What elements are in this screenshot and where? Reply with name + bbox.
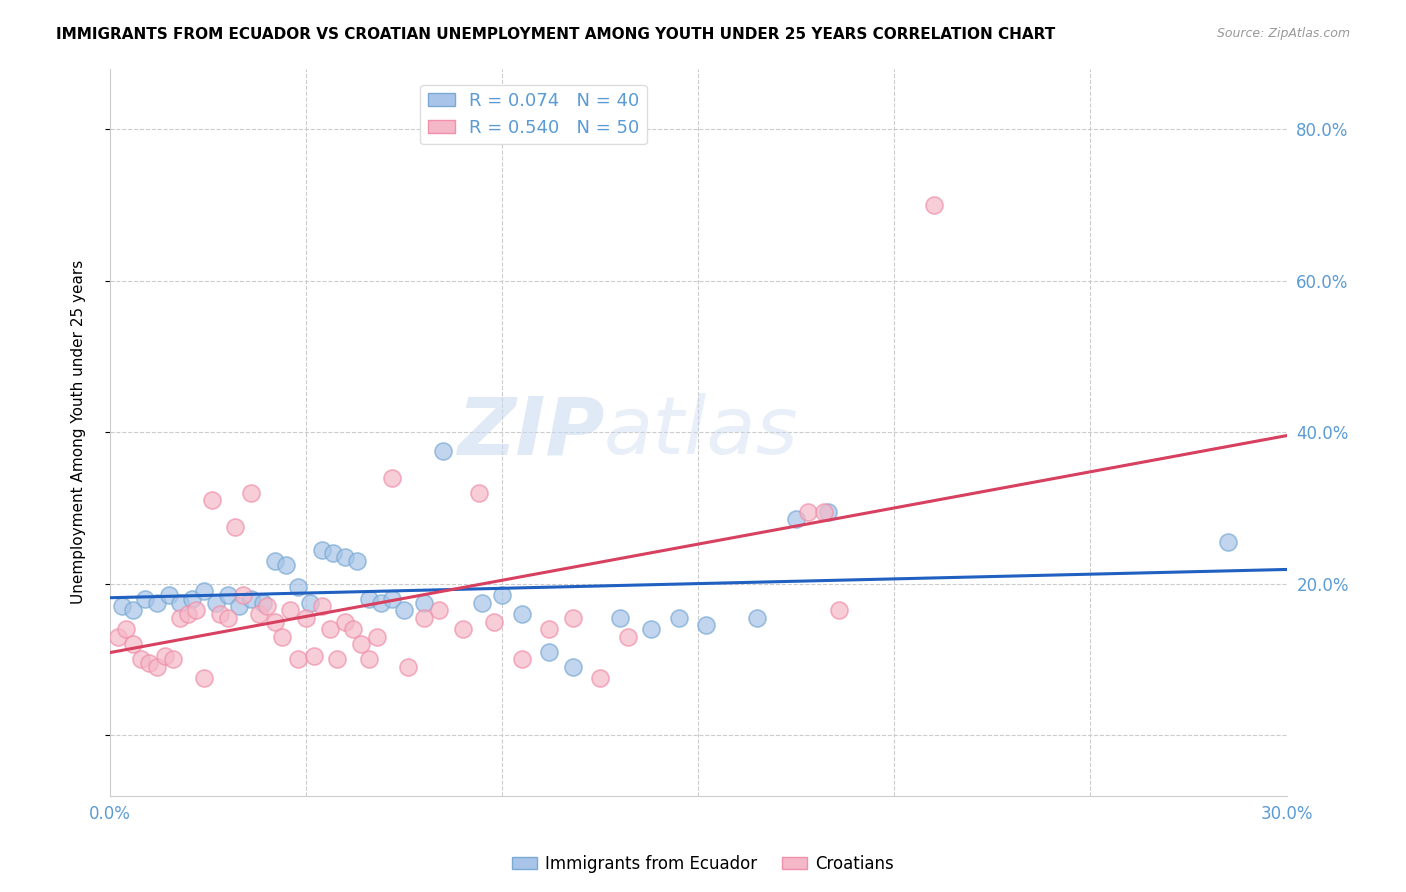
Y-axis label: Unemployment Among Youth under 25 years: Unemployment Among Youth under 25 years [72,260,86,604]
Point [110,599,132,614]
Point [538,622,561,636]
Point [122,637,145,651]
Point [484,615,506,629]
Point [295,611,318,625]
Text: atlas: atlas [605,393,799,471]
Point [247,607,270,621]
Point [298,596,321,610]
Point [335,615,357,629]
Point [510,607,533,621]
Point [228,599,250,614]
Point [432,444,454,458]
Point [616,630,638,644]
Point [122,603,145,617]
Point [451,622,474,636]
Point [589,671,612,685]
Point [538,645,561,659]
Point [491,588,513,602]
Point [427,603,450,617]
Point [370,596,392,610]
Point [318,622,340,636]
Text: ZIP: ZIP [457,393,605,471]
Point [138,656,160,670]
Point [311,599,333,614]
Point [357,591,380,606]
Point [668,611,690,625]
Legend: Immigrants from Ecuador, Croatians: Immigrants from Ecuador, Croatians [505,848,901,880]
Point [217,588,239,602]
Point [224,520,246,534]
Point [186,603,208,617]
Point [471,596,494,610]
Point [107,630,129,644]
Point [287,581,309,595]
Point [561,660,583,674]
Point [396,660,419,674]
Point [201,493,224,508]
Point [114,622,136,636]
Point [217,611,239,625]
Point [208,607,231,621]
Text: Source: ZipAtlas.com: Source: ZipAtlas.com [1216,27,1350,40]
Point [745,611,768,625]
Point [366,630,388,644]
Point [204,596,226,610]
Point [695,618,717,632]
Point [256,599,278,614]
Point [129,652,152,666]
Point [232,588,254,602]
Point [181,591,204,606]
Point [263,554,285,568]
Point [381,470,404,484]
Point [813,505,835,519]
Point [193,584,215,599]
Point [263,615,285,629]
Point [169,611,191,625]
Point [357,652,380,666]
Point [146,596,169,610]
Point [797,505,820,519]
Point [287,652,309,666]
Point [1216,535,1239,549]
Point [177,607,200,621]
Point [412,611,434,625]
Text: IMMIGRANTS FROM ECUADOR VS CROATIAN UNEMPLOYMENT AMONG YOUTH UNDER 25 YEARS CORR: IMMIGRANTS FROM ECUADOR VS CROATIAN UNEM… [56,27,1056,42]
Point [240,485,263,500]
Point [311,542,333,557]
Point [817,505,839,519]
Point [134,591,156,606]
Point [350,637,373,651]
Point [157,588,180,602]
Point [169,596,191,610]
Point [342,622,364,636]
Point [381,591,404,606]
Point [609,611,631,625]
Point [828,603,851,617]
Point [271,630,294,644]
Point [922,198,945,212]
Point [392,603,415,617]
Point [640,622,662,636]
Point [193,671,215,685]
Point [322,546,344,560]
Point [335,550,357,565]
Point [561,611,583,625]
Point [326,652,349,666]
Point [467,485,489,500]
Point [162,652,184,666]
Point [412,596,434,610]
Point [346,554,368,568]
Point [276,558,298,572]
Point [278,603,301,617]
Point [146,660,169,674]
Point [785,512,807,526]
Point [153,648,176,663]
Point [302,648,325,663]
Legend: R = 0.074   N = 40, R = 0.540   N = 50: R = 0.074 N = 40, R = 0.540 N = 50 [420,85,647,145]
Point [240,591,263,606]
Point [510,652,533,666]
Point [252,596,274,610]
